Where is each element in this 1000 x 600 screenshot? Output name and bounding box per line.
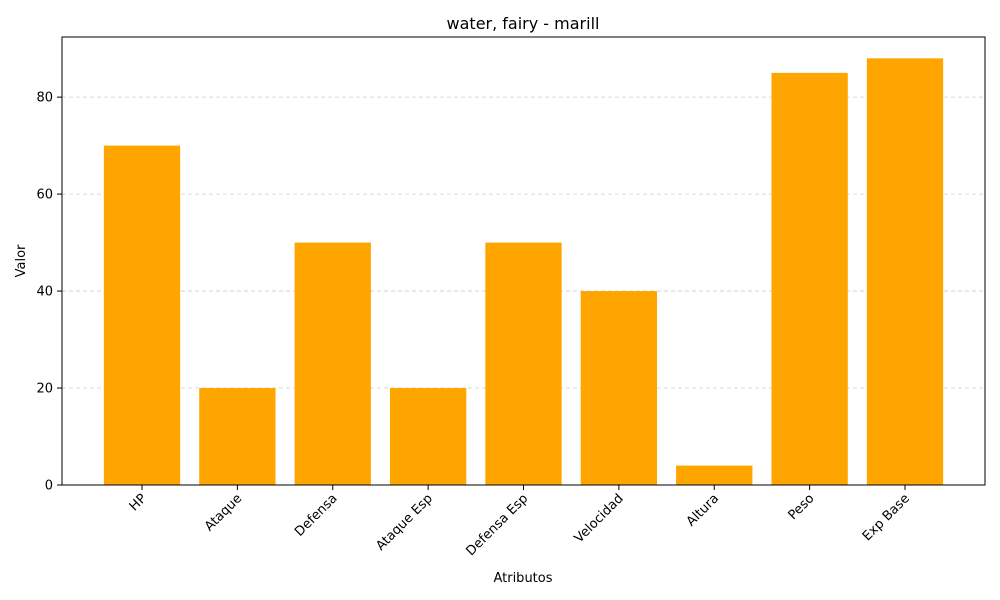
y-tick-label: 0 [45,479,53,494]
x-axis-ticks: HP Ataque Defensa Ataque Esp Defensa Esp Velo… [127,485,913,559]
x-tick-label: Defensa Esp [463,491,531,559]
y-tick-label: 40 [36,285,53,300]
bar-velocidad [580,291,658,485]
y-axis-label: Valor [14,244,29,277]
x-tick-label: Altura [684,491,722,529]
y-tick-label: 80 [36,91,53,106]
bar-altura [676,465,753,485]
x-tick-label: HP [127,491,150,514]
x-tick-label: Ataque [202,491,245,534]
x-tick-label: Velocidad [572,491,627,546]
x-tick-label: Peso [786,491,818,523]
bar-defensa-esp [485,242,562,485]
x-tick-label: Defensa [292,491,340,539]
bar-exp-base [866,58,944,485]
bar-peso [771,72,848,485]
x-tick-label: Ataque Esp [373,491,436,554]
bars [103,58,944,485]
x-axis-label: Atributos [493,571,552,586]
y-tick-label: 20 [36,382,53,397]
bar-ataque-esp [389,388,467,485]
bar-hp [103,145,181,485]
chart-title: water, fairy - marill [447,14,600,33]
bar-ataque [199,388,276,485]
y-tick-label: 60 [36,188,53,203]
x-tick-label: Exp Base [860,491,913,544]
y-axis-ticks: 0 20 40 60 80 [36,91,62,494]
bar-defensa [294,242,371,485]
